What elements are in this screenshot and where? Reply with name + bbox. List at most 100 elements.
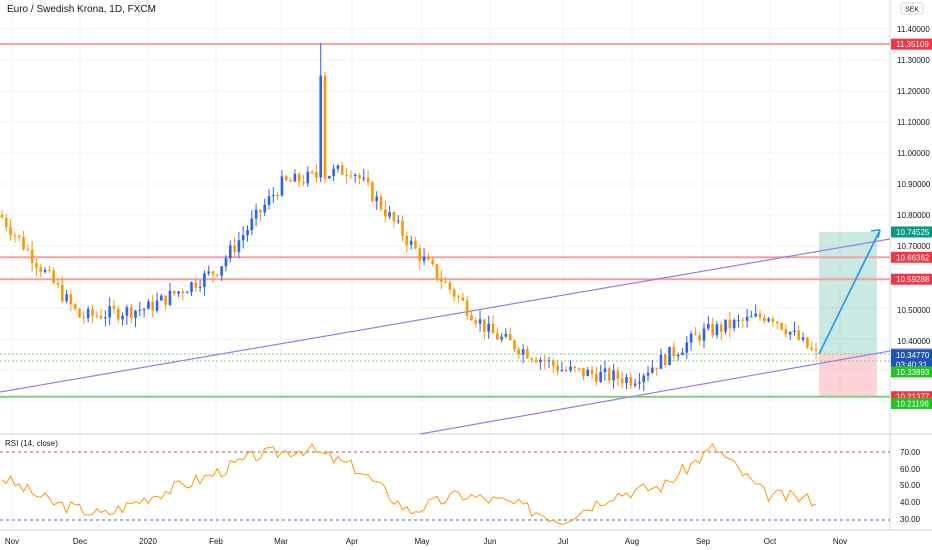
candle-body xyxy=(810,347,813,350)
candle-body xyxy=(422,256,426,262)
trend-channel[interactable] xyxy=(0,238,891,435)
candle-body xyxy=(216,274,219,276)
price-tick: 10.40000 xyxy=(897,337,931,346)
candle-body xyxy=(125,307,129,316)
candle-body xyxy=(513,340,516,350)
candle-body xyxy=(444,281,447,283)
candle-body xyxy=(470,315,473,321)
candle-body xyxy=(435,264,439,279)
candle-body xyxy=(431,259,434,265)
candle-body xyxy=(642,375,646,383)
price-tag-label: 10.21196 xyxy=(896,399,929,408)
time-label: 2020 xyxy=(139,537,157,546)
candle-body xyxy=(86,309,90,319)
candle-body xyxy=(73,304,77,309)
candle-body xyxy=(371,182,374,202)
candle-body xyxy=(263,204,267,213)
candle-body xyxy=(448,282,452,290)
candle-body xyxy=(573,366,577,369)
channel-upper-line xyxy=(0,238,891,393)
projection-arrow[interactable] xyxy=(818,229,881,355)
price-tag-bg xyxy=(891,38,932,50)
candle-body xyxy=(155,300,159,311)
price-tags[interactable]: 11.3510910.7452510.6636210.5928810.35163… xyxy=(891,38,932,409)
candle-body xyxy=(689,333,693,343)
candle-body xyxy=(530,358,534,360)
candle-body xyxy=(345,174,348,176)
candle-body xyxy=(646,372,650,376)
price-tag-label: 03:40:31 xyxy=(896,360,928,369)
horizontal-levels[interactable] xyxy=(0,43,890,398)
candle-body xyxy=(147,301,150,310)
candle-body xyxy=(259,209,262,213)
candle-body xyxy=(633,383,637,386)
candle-body xyxy=(172,290,176,294)
currency-badge[interactable]: SEK xyxy=(905,7,919,14)
price-tag-bg xyxy=(891,251,932,263)
candle-body xyxy=(595,373,598,382)
candle-body xyxy=(612,370,615,381)
time-axis[interactable]: Nov Dec 2020 Feb Mar Apr May Jun Jul Aug… xyxy=(5,537,847,546)
candle-body xyxy=(280,176,284,196)
price-tag-bg xyxy=(891,273,932,285)
candle-body xyxy=(185,292,189,294)
candle-body xyxy=(95,315,99,317)
candle-body xyxy=(741,319,745,321)
currency-badge-frame[interactable] xyxy=(900,2,924,15)
candle-body xyxy=(362,177,366,179)
candle-body xyxy=(310,171,314,173)
candle-body xyxy=(340,165,344,175)
candle-body xyxy=(52,270,55,283)
candle-body xyxy=(30,249,34,264)
candle-body xyxy=(728,319,732,329)
price-tag-label: 10.21377 xyxy=(896,393,930,402)
candle-body xyxy=(35,263,38,268)
candle-body xyxy=(672,346,676,357)
time-label: Sep xyxy=(696,537,711,546)
candle-body xyxy=(306,171,310,184)
candle-body xyxy=(599,371,602,382)
candle-body xyxy=(478,319,482,324)
candle-body xyxy=(767,318,770,322)
rsi-scale[interactable]: 70.00 60.00 50.00 40.00 30.00 xyxy=(900,448,921,524)
candle-body xyxy=(302,181,305,184)
candle-body xyxy=(534,359,538,363)
loss-zone xyxy=(819,353,877,397)
rsi-tick: 60.00 xyxy=(900,465,921,474)
price-scale[interactable]: 11.40000 11.30000 11.20000 11.10000 11.0… xyxy=(897,25,931,346)
candle-body xyxy=(129,307,133,318)
candle-body xyxy=(177,291,180,294)
candle-body xyxy=(418,248,422,262)
candle-body xyxy=(543,359,546,362)
candle-body xyxy=(401,220,404,236)
candle-body xyxy=(375,196,378,202)
price-tick: 11.10000 xyxy=(897,118,930,127)
candle-body xyxy=(694,333,697,336)
price-tag-label: 10.66362 xyxy=(896,253,930,262)
candle-body xyxy=(711,324,714,336)
candle-body xyxy=(763,317,766,322)
candle-body xyxy=(211,271,215,275)
candle-body xyxy=(551,360,555,366)
candle-body xyxy=(241,235,245,241)
rsi-label[interactable]: RSI (14, close) xyxy=(5,439,58,448)
candle-body xyxy=(508,333,512,341)
candle-body xyxy=(388,212,391,217)
time-label: Aug xyxy=(625,537,639,546)
candle-body xyxy=(620,378,624,384)
candle-body xyxy=(616,370,620,379)
price-tick: 10.70000 xyxy=(897,242,931,251)
candle-body xyxy=(427,256,430,260)
candle-body xyxy=(224,258,228,267)
candle-body xyxy=(707,324,710,329)
candle-body xyxy=(465,300,469,316)
time-label: Apr xyxy=(346,537,359,546)
candle-body xyxy=(668,346,671,365)
candle-body xyxy=(487,323,490,332)
channel-lower-line xyxy=(419,350,891,435)
candle-body xyxy=(194,282,198,288)
candle-body xyxy=(138,309,142,311)
candle-body xyxy=(685,342,689,353)
